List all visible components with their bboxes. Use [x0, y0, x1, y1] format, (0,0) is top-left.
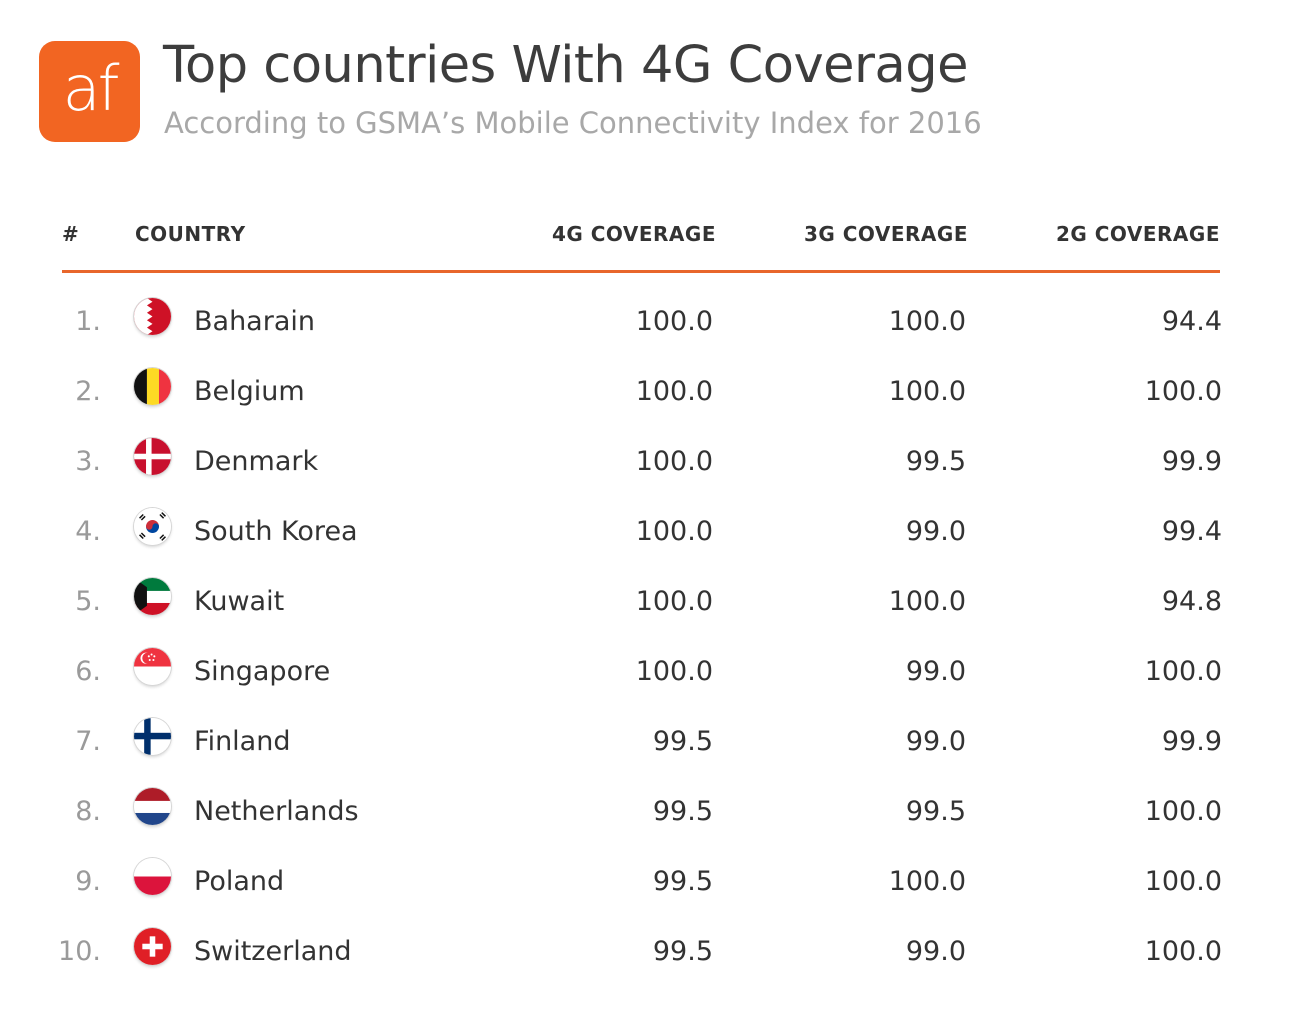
row-2g-coverage: 100.0 — [1144, 866, 1222, 897]
row-4g-coverage: 99.5 — [652, 726, 713, 757]
row-rank: 3. — [75, 446, 101, 477]
row-2g-coverage: 100.0 — [1144, 376, 1222, 407]
row-4g-coverage: 100.0 — [635, 656, 713, 687]
row-rank: 10. — [58, 936, 101, 967]
row-4g-coverage: 100.0 — [635, 516, 713, 547]
row-3g-coverage: 100.0 — [888, 376, 966, 407]
row-rank: 6. — [75, 656, 101, 687]
row-4g-coverage: 100.0 — [635, 376, 713, 407]
row-2g-coverage: 94.8 — [1161, 586, 1222, 617]
table-body: 1. Baharain 100.0 100.0 94.4 2. Belgium 100.0 10… — [0, 289, 1294, 989]
page-subtitle: According to GSMA’s Mobile Connectivity … — [164, 106, 982, 140]
row-country: Switzerland — [194, 936, 352, 967]
south-korea-flag-icon — [134, 508, 171, 545]
row-rank: 7. — [75, 726, 101, 757]
row-3g-coverage: 100.0 — [888, 306, 966, 337]
table-row: 2. Belgium 100.0 100.0 100.0 — [0, 359, 1294, 429]
row-country: Netherlands — [194, 796, 359, 827]
row-3g-coverage: 100.0 — [888, 866, 966, 897]
row-4g-coverage: 99.5 — [652, 796, 713, 827]
switzerland-flag-icon — [134, 928, 171, 965]
finland-flag-icon — [134, 718, 171, 755]
row-country: Singapore — [194, 656, 331, 687]
table-row: 7. Finland 99.5 99.0 99.9 — [0, 709, 1294, 779]
table-row: 6. Singapore 100.0 99.0 100.0 — [0, 639, 1294, 709]
table-row: 5. Kuwait 100.0 100.0 94.8 — [0, 569, 1294, 639]
column-header-3g: 3G COVERAGE — [803, 222, 968, 246]
row-3g-coverage: 99.5 — [905, 446, 966, 477]
logo-text: af — [62, 51, 120, 125]
kuwait-flag-icon — [134, 578, 171, 615]
row-country: Denmark — [194, 446, 319, 477]
table-row: 1. Baharain 100.0 100.0 94.4 — [0, 289, 1294, 359]
row-4g-coverage: 100.0 — [635, 586, 713, 617]
singapore-flag-icon — [134, 648, 171, 685]
denmark-flag-icon — [134, 438, 171, 475]
column-header-4g: 4G COVERAGE — [551, 222, 716, 246]
row-4g-coverage: 99.5 — [652, 866, 713, 897]
poland-flag-icon — [134, 858, 171, 895]
table-row: 4. South Korea 100.0 99.0 99.4 — [0, 499, 1294, 569]
column-header-rank: # — [62, 222, 80, 246]
row-country: Belgium — [194, 376, 305, 407]
row-2g-coverage: 100.0 — [1144, 656, 1222, 687]
row-3g-coverage: 99.0 — [905, 656, 966, 687]
row-3g-coverage: 99.5 — [905, 796, 966, 827]
belgium-flag-icon — [134, 368, 171, 405]
row-2g-coverage: 100.0 — [1144, 796, 1222, 827]
row-country: Poland — [194, 866, 285, 897]
column-header-2g: 2G COVERAGE — [1055, 222, 1220, 246]
row-3g-coverage: 99.0 — [905, 726, 966, 757]
row-2g-coverage: 99.9 — [1161, 446, 1222, 477]
table-row: 8. Netherlands 99.5 99.5 100.0 — [0, 779, 1294, 849]
row-2g-coverage: 99.4 — [1161, 516, 1222, 547]
row-rank: 9. — [75, 866, 101, 897]
row-country: Kuwait — [194, 586, 285, 617]
page-title: Top countries With 4G Coverage — [163, 36, 968, 95]
row-4g-coverage: 100.0 — [635, 306, 713, 337]
row-2g-coverage: 94.4 — [1161, 306, 1222, 337]
row-country: Baharain — [194, 306, 315, 337]
row-4g-coverage: 100.0 — [635, 446, 713, 477]
row-rank: 2. — [75, 376, 101, 407]
row-3g-coverage: 99.0 — [905, 516, 966, 547]
row-2g-coverage: 100.0 — [1144, 936, 1222, 967]
row-4g-coverage: 99.5 — [652, 936, 713, 967]
table-row: 3. Denmark 100.0 99.5 99.9 — [0, 429, 1294, 499]
row-country: Finland — [194, 726, 291, 757]
row-country: South Korea — [194, 516, 358, 547]
row-rank: 5. — [75, 586, 101, 617]
table-row: 9. Poland 99.5 100.0 100.0 — [0, 849, 1294, 919]
netherlands-flag-icon — [134, 788, 171, 825]
row-rank: 4. — [75, 516, 101, 547]
bahrain-flag-icon — [134, 298, 171, 335]
table-row: 10. Switzerland 99.5 99.0 100.0 — [0, 919, 1294, 989]
column-header-country: COUNTRY — [135, 222, 246, 246]
row-3g-coverage: 100.0 — [888, 586, 966, 617]
row-rank: 8. — [75, 796, 101, 827]
row-3g-coverage: 99.0 — [905, 936, 966, 967]
row-rank: 1. — [75, 306, 101, 337]
app-logo: af — [39, 41, 140, 142]
header-divider — [62, 270, 1220, 273]
row-2g-coverage: 99.9 — [1161, 726, 1222, 757]
